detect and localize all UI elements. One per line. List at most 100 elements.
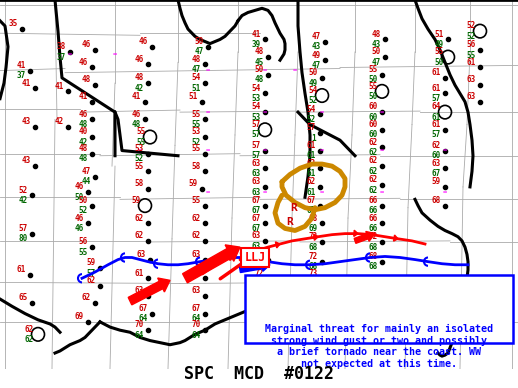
Text: =: = — [320, 109, 324, 115]
Text: 60: 60 — [369, 102, 378, 111]
Text: 47: 47 — [372, 58, 381, 67]
Text: 46: 46 — [82, 40, 91, 49]
Text: 41: 41 — [22, 78, 31, 88]
Text: 55: 55 — [435, 47, 444, 56]
Text: 48: 48 — [79, 120, 88, 129]
Text: 69: 69 — [309, 279, 318, 288]
Text: 68: 68 — [309, 242, 318, 251]
Text: 51: 51 — [189, 92, 198, 101]
Text: 63: 63 — [252, 169, 261, 178]
Text: 73: 73 — [309, 268, 318, 277]
Text: 59: 59 — [431, 177, 441, 186]
Text: 43: 43 — [22, 156, 31, 165]
Text: 62: 62 — [135, 231, 144, 240]
Polygon shape — [354, 230, 358, 236]
Text: =: = — [138, 147, 142, 154]
Text: 62: 62 — [87, 276, 96, 285]
Text: 61: 61 — [192, 268, 201, 277]
Text: =: = — [206, 147, 210, 154]
Text: 49: 49 — [309, 78, 318, 88]
Text: 62: 62 — [192, 231, 201, 240]
Text: 1: 1 — [311, 133, 316, 143]
Text: 57: 57 — [252, 130, 261, 139]
Text: 52: 52 — [307, 115, 316, 124]
Text: 60: 60 — [369, 120, 378, 129]
Text: 68: 68 — [369, 242, 378, 251]
Text: 48: 48 — [255, 47, 264, 56]
Text: 69: 69 — [309, 224, 318, 233]
Text: 43: 43 — [22, 117, 31, 126]
Text: 59: 59 — [189, 179, 198, 188]
Text: 69: 69 — [75, 312, 84, 321]
Text: 41: 41 — [55, 82, 64, 91]
Text: 68: 68 — [255, 279, 264, 288]
Text: =: = — [380, 109, 384, 115]
Text: 63: 63 — [252, 242, 261, 251]
Text: 50: 50 — [195, 37, 204, 46]
Text: 39: 39 — [252, 40, 261, 49]
Text: 61: 61 — [307, 151, 316, 160]
Text: 46: 46 — [75, 213, 84, 223]
Text: 52: 52 — [309, 96, 318, 105]
Text: 42: 42 — [79, 138, 88, 147]
Text: 64: 64 — [135, 331, 144, 340]
Text: =: = — [206, 189, 210, 195]
Text: 57: 57 — [87, 268, 96, 277]
Text: 55: 55 — [192, 110, 201, 119]
Polygon shape — [394, 235, 398, 241]
Text: 55: 55 — [137, 127, 146, 136]
Text: 65: 65 — [19, 293, 28, 303]
Text: 55: 55 — [192, 144, 201, 153]
Text: 61: 61 — [17, 265, 26, 274]
Text: 63: 63 — [137, 250, 146, 259]
Text: 58: 58 — [192, 162, 201, 171]
Text: 63: 63 — [192, 286, 201, 295]
Text: 55: 55 — [192, 120, 201, 129]
Text: 41: 41 — [132, 92, 141, 101]
Text: Marginal threat for mainly an isolated
strong wind gust or two and possibly
a br: Marginal threat for mainly an isolated s… — [265, 324, 493, 369]
Text: 40: 40 — [79, 127, 88, 136]
Text: 46: 46 — [79, 58, 88, 67]
Polygon shape — [314, 234, 318, 240]
Text: 55: 55 — [369, 82, 378, 91]
Text: 62: 62 — [369, 167, 378, 176]
Text: 62: 62 — [369, 156, 378, 165]
Text: 46: 46 — [75, 182, 84, 191]
Text: 48: 48 — [135, 73, 144, 82]
Text: 68: 68 — [309, 262, 318, 271]
Text: =: = — [380, 189, 384, 195]
Text: =: = — [113, 51, 117, 57]
Text: 56: 56 — [79, 237, 88, 246]
Text: 62: 62 — [25, 325, 34, 334]
Text: 50: 50 — [255, 65, 264, 74]
Text: 63: 63 — [135, 286, 144, 295]
Text: 48: 48 — [192, 55, 201, 64]
Text: SPC  MCD  #0122: SPC MCD #0122 — [184, 365, 334, 383]
Text: =: = — [263, 147, 267, 154]
Text: =: = — [293, 68, 297, 74]
Text: 41: 41 — [17, 61, 26, 70]
Text: 50: 50 — [369, 75, 378, 85]
Text: 48: 48 — [82, 75, 91, 85]
Text: 42: 42 — [55, 117, 64, 126]
Text: 50: 50 — [369, 92, 378, 101]
Text: 37: 37 — [57, 53, 66, 62]
Text: 55: 55 — [467, 50, 476, 59]
Text: 72: 72 — [309, 232, 318, 241]
Text: 64: 64 — [192, 314, 201, 323]
Text: 62: 62 — [135, 213, 144, 223]
Text: 62: 62 — [369, 148, 378, 157]
Text: 35: 35 — [9, 19, 18, 28]
Text: 54: 54 — [252, 102, 261, 111]
Text: 63: 63 — [252, 231, 261, 240]
Text: =: = — [443, 189, 447, 195]
Text: 57: 57 — [431, 94, 441, 103]
Text: 49: 49 — [312, 50, 321, 59]
Text: 63: 63 — [252, 187, 261, 197]
Text: 62: 62 — [369, 175, 378, 184]
Text: 63: 63 — [431, 159, 441, 168]
Text: 42: 42 — [19, 196, 28, 205]
FancyArrow shape — [240, 261, 270, 272]
Text: =: = — [263, 68, 267, 74]
Text: 58: 58 — [135, 179, 144, 188]
